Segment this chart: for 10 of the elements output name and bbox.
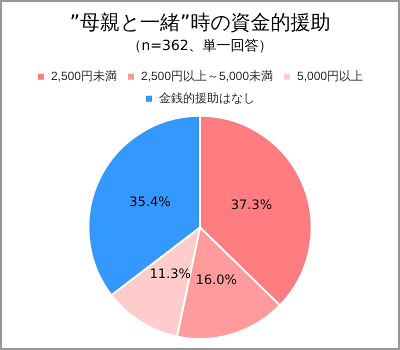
legend-label: 金銭的援助はなし (159, 91, 255, 106)
data-label: 37.3% (230, 198, 272, 214)
data-label: 16.0% (196, 273, 237, 288)
data-label: 35.4% (129, 195, 171, 210)
legend-label: 2,500円未満 (50, 69, 117, 84)
legend-label: 5,000円以上 (297, 69, 364, 84)
chart-subtitle: （n=362、単一回答） (127, 38, 273, 54)
chart-title: ”母親と一緒”時の資金的援助 (70, 10, 330, 34)
data-label: 11.3% (150, 266, 191, 282)
legend-label: 2,500円以上～5,000未満 (140, 69, 274, 84)
